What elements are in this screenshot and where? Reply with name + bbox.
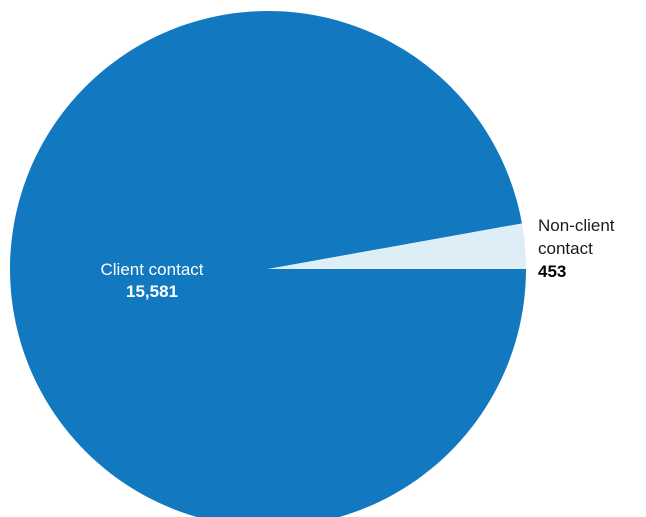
pie-labels: Client contact 15,581 Non-client contact… <box>101 216 615 301</box>
slice-label-client-contact: Client contact <box>101 260 204 279</box>
slice-client-contact <box>10 10 526 517</box>
slice-value-non-client-contact: 453 <box>538 262 566 281</box>
slice-label-non-client-line1: Non-client <box>538 216 615 235</box>
slice-non-client-contact <box>268 223 526 269</box>
slice-value-client-contact: 15,581 <box>126 282 178 301</box>
pie-slices <box>10 10 526 517</box>
slice-label-non-client-line2: contact <box>538 239 593 258</box>
